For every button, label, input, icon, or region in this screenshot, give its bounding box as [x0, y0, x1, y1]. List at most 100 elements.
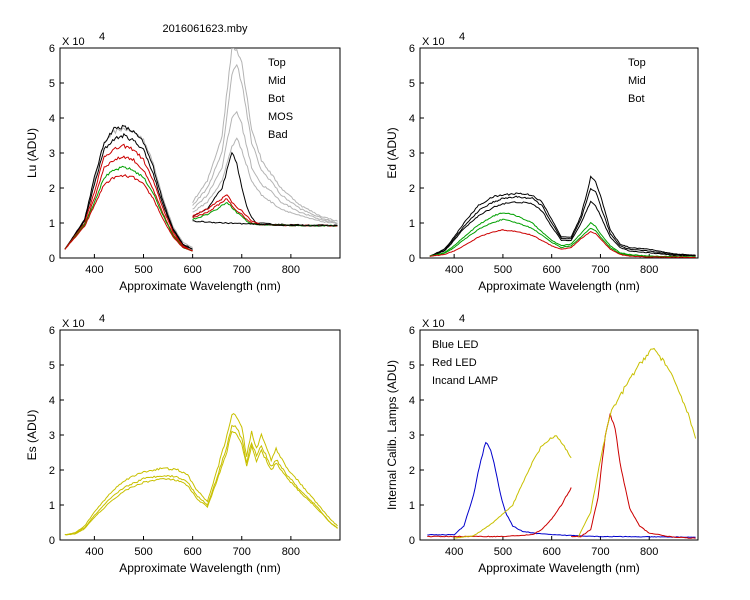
y-tick-label: 0	[49, 535, 55, 547]
series-line	[192, 137, 338, 225]
legend-entry: MOS	[268, 111, 293, 123]
y-axis-label: Es (ADU)	[25, 410, 39, 461]
y-multiplier: X 10	[422, 36, 445, 48]
y-tick-label: 6	[409, 325, 415, 337]
y-tick-label: 5	[409, 78, 415, 90]
y-tick-label: 6	[409, 43, 415, 55]
x-tick-label: 500	[494, 264, 512, 276]
x-tick-label: 800	[640, 264, 658, 276]
legend-entry: Top	[268, 57, 286, 69]
series-line	[429, 229, 696, 258]
x-axis-label: Approximate Wavelength (nm)	[478, 561, 640, 575]
series-line	[192, 48, 338, 222]
series-line	[64, 143, 193, 252]
y-tick-label: 4	[409, 395, 415, 407]
series-line	[192, 110, 338, 224]
series-group	[64, 48, 338, 252]
y-tick-label: 6	[49, 325, 55, 337]
legend-entry: Bot	[268, 93, 285, 105]
series-group	[427, 347, 697, 539]
y-tick-label: 4	[49, 395, 55, 407]
y-tick-label: 0	[49, 253, 55, 265]
y-tick-label: 2	[409, 183, 415, 195]
y-tick-label: 4	[49, 113, 55, 125]
y-tick-label: 3	[409, 430, 415, 442]
y-multiplier: X 10	[62, 36, 85, 48]
series-line	[429, 187, 696, 257]
y-tick-label: 1	[49, 218, 55, 230]
chart-ed: 0 1 2 3 4 5 6 400 500 600 700 800 X 10 4 Approximate W…	[385, 31, 699, 293]
legend-entry: Incand LAMP	[432, 375, 498, 387]
x-tick-label: 400	[85, 264, 103, 276]
series-group	[64, 412, 338, 536]
series-line	[429, 200, 696, 257]
x-tick-label: 400	[445, 264, 463, 276]
x-tick-label: 500	[134, 264, 152, 276]
legend-entry: Bot	[628, 93, 645, 105]
series-line	[192, 63, 338, 224]
series-line	[64, 424, 338, 536]
y-tick-label: 5	[409, 360, 415, 372]
legend-entry: Red LED	[432, 357, 477, 369]
series-line	[64, 165, 193, 252]
x-tick-label: 500	[494, 546, 512, 558]
legend-entry: Top	[628, 57, 646, 69]
y-tick-label: 0	[409, 253, 415, 265]
series-line	[571, 413, 696, 539]
x-tick-label: 500	[134, 546, 152, 558]
y-axis-label: Lu (ADU)	[25, 128, 39, 178]
plot-frame	[59, 47, 341, 259]
series-line	[427, 441, 696, 538]
series-line	[64, 174, 193, 252]
figure-title: 2016061623.mby	[162, 23, 248, 35]
y-tick-label: 3	[49, 148, 55, 160]
legend-entry: Blue LED	[432, 339, 479, 351]
series-line	[192, 220, 338, 227]
series-line	[64, 412, 338, 536]
y-tick-label: 6	[49, 43, 55, 55]
y-tick-label: 1	[409, 500, 415, 512]
y-exponent: 4	[99, 31, 105, 43]
x-tick-label: 600	[183, 546, 201, 558]
y-exponent: 4	[459, 31, 465, 43]
y-multiplier: X 10	[62, 318, 85, 330]
series-line	[64, 132, 193, 250]
x-tick-label: 700	[233, 264, 251, 276]
y-tick-label: 1	[49, 500, 55, 512]
series-line	[454, 435, 572, 539]
x-tick-label: 700	[591, 546, 609, 558]
y-axis-label: Ed (ADU)	[385, 127, 399, 178]
series-line	[64, 430, 338, 536]
series-group	[429, 175, 696, 258]
y-tick-label: 2	[49, 465, 55, 477]
y-axis-label: Internal Calib. Lamps (ADU)	[385, 360, 399, 510]
chart-lu: 0 1 2 3 4 5 6 400 500 600 700 800 X 10 4 Approximate W…	[25, 31, 341, 293]
x-tick-label: 600	[543, 264, 561, 276]
y-tick-label: 1	[409, 218, 415, 230]
chart-lamps: 0 1 2 3 4 5 6 400 500 600 700 800 X 10 4 Approximate W…	[385, 313, 699, 575]
series-line	[427, 487, 572, 538]
series-line	[429, 175, 696, 257]
series-line	[578, 347, 697, 537]
series-line	[192, 151, 338, 227]
legend-entry: Mid	[628, 75, 646, 87]
y-tick-label: 5	[49, 360, 55, 372]
x-tick-label: 600	[543, 546, 561, 558]
series-line	[64, 124, 193, 250]
y-tick-label: 3	[409, 148, 415, 160]
plot-frame	[59, 329, 341, 541]
x-tick-label: 400	[85, 546, 103, 558]
y-tick-label: 0	[409, 535, 415, 547]
y-tick-label: 3	[49, 430, 55, 442]
x-tick-label: 700	[233, 546, 251, 558]
x-axis-label: Approximate Wavelength (nm)	[119, 561, 281, 575]
y-tick-label: 2	[49, 183, 55, 195]
legend-entry: Mid	[268, 75, 286, 87]
y-tick-label: 5	[49, 78, 55, 90]
x-tick-label: 800	[282, 264, 300, 276]
x-tick-label: 800	[640, 546, 658, 558]
y-multiplier: X 10	[422, 318, 445, 330]
y-exponent: 4	[459, 313, 465, 325]
x-tick-label: 600	[183, 264, 201, 276]
